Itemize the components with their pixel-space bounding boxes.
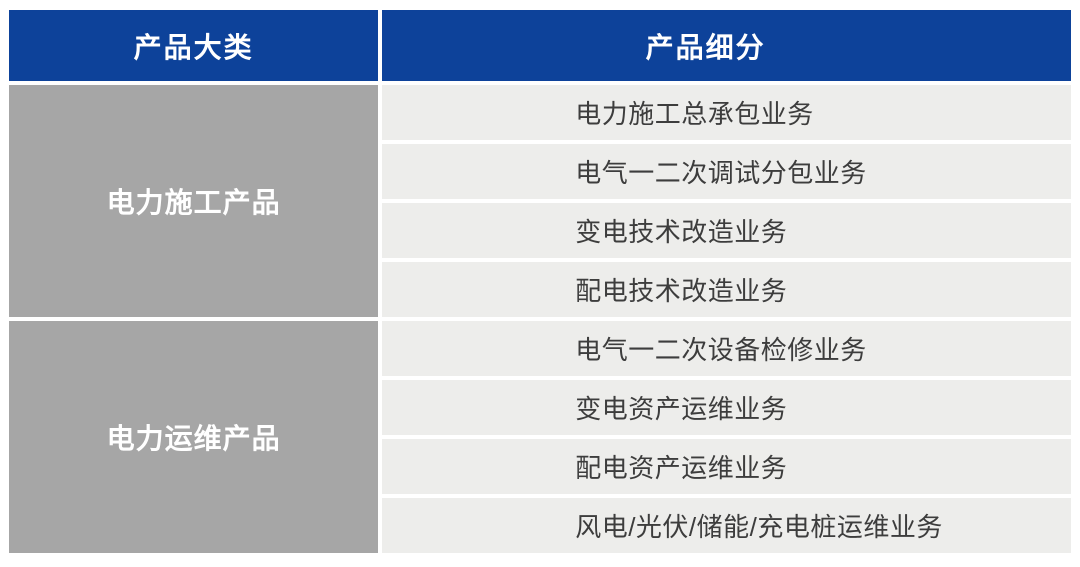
subdivision-cell: 配电技术改造业务 xyxy=(382,262,1071,317)
category-cell-power-construction: 电力施工产品 xyxy=(9,85,379,317)
table-row: 配电技术改造业务 xyxy=(9,262,1071,317)
category-cell-power-operation: 电力运维产品 xyxy=(9,321,379,553)
subdivision-cell: 电气一二次设备检修业务 xyxy=(382,321,1071,376)
header-row: 产品大类 产品细分 xyxy=(9,10,1071,81)
table-row: 配电资产运维业务 xyxy=(9,439,1071,494)
table-row: 变电技术改造业务 xyxy=(9,203,1071,258)
subdivision-cell: 变电技术改造业务 xyxy=(382,203,1071,258)
table-row: 电气一二次调试分包业务 xyxy=(9,144,1071,199)
product-table: 产品大类 产品细分 电力施工产品 电力施工总承包业务 电气一二次调试分包业务 变… xyxy=(5,6,1075,557)
subdivision-cell: 变电资产运维业务 xyxy=(382,380,1071,435)
subdivision-cell: 电力施工总承包业务 xyxy=(382,85,1071,140)
subdivision-cell: 配电资产运维业务 xyxy=(382,439,1071,494)
column-header-category: 产品大类 xyxy=(9,10,379,81)
table-row: 变电资产运维业务 xyxy=(9,380,1071,435)
column-header-subdivision: 产品细分 xyxy=(382,10,1071,81)
subdivision-cell: 风电/光伏/储能/充电桩运维业务 xyxy=(382,498,1071,553)
subdivision-cell: 电气一二次调试分包业务 xyxy=(382,144,1071,199)
table-row: 电力施工产品 电力施工总承包业务 xyxy=(9,85,1071,317)
table-row: 电力运维产品 电气一二次设备检修业务 xyxy=(9,321,1071,553)
table-row: 风电/光伏/储能/充电桩运维业务 xyxy=(9,498,1071,553)
